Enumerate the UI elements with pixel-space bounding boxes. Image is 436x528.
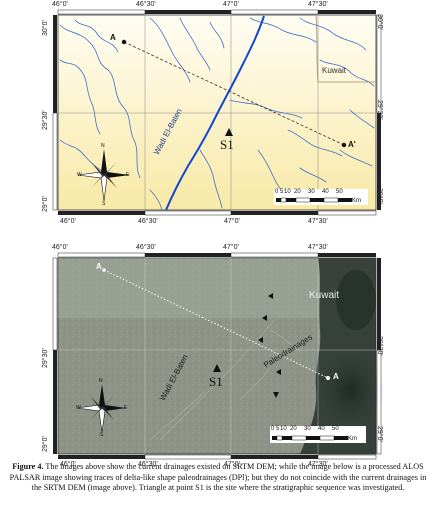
top-lon-label-2: 46°30'	[136, 1, 156, 8]
scale-top-5: 5	[280, 189, 284, 195]
compass-e-top: E	[126, 172, 130, 178]
bottom-lat-label-right-2: 29°0'	[376, 426, 383, 442]
scale-bottom-unit: Km	[348, 436, 357, 442]
profile-line-bottom	[103, 269, 329, 379]
top-lon-label-3: 47°0'	[223, 1, 239, 8]
top-lat-label-1: 30°0'	[42, 20, 49, 36]
bottom-lat-label-2: 29°0'	[42, 436, 49, 452]
scale-top-10: 10	[284, 189, 291, 195]
scale-bar-bottom	[270, 426, 366, 443]
top-map-border-ticks	[52, 9, 382, 216]
bottom-lon-label-bottom-4: 47°30'	[308, 461, 328, 468]
point-a-prime-marker-bottom	[326, 376, 330, 380]
point-a-marker	[121, 39, 127, 45]
kuwait-label-top: Kuwait	[322, 66, 347, 75]
point-a-prime-marker	[341, 142, 347, 148]
scale-bottom-20: 20	[290, 426, 297, 432]
bottom-lon-label-1: 46°0'	[52, 244, 68, 251]
compass-s-bottom: S	[100, 432, 104, 438]
top-lon-label-1: 46°0'	[52, 1, 68, 8]
bottom-lon-label-2: 46°30'	[136, 244, 156, 251]
point-a-marker-bottom	[102, 268, 106, 272]
bottom-lon-label-bottom-1: 46°0'	[60, 461, 76, 468]
top-lon-label-4: 47°30'	[308, 1, 328, 8]
compass-n-top: N	[101, 143, 105, 149]
scale-bottom-0: 0	[271, 426, 275, 432]
wadi-el-baten-channel	[165, 15, 265, 211]
compass-rose-top	[77, 149, 130, 202]
top-lon-label-bottom-3: 47°0'	[224, 218, 240, 225]
compass-e-bottom: E	[124, 405, 128, 411]
scale-bottom-40: 40	[318, 426, 325, 432]
compass-rose-bottom	[77, 384, 126, 433]
point-a-label-bottom: A	[96, 262, 102, 271]
figure-caption-text: The images above show the current draina…	[9, 462, 427, 493]
top-lat-label-right-3: 29°0'	[376, 188, 383, 204]
s1-label-top: S1	[220, 137, 234, 152]
compass-n-bottom: N	[99, 378, 103, 384]
scale-top-30: 30	[308, 189, 315, 195]
figure-caption-label: Figure 4.	[12, 462, 44, 471]
scale-bar-top	[274, 189, 368, 205]
bottom-lon-label-4: 47°30'	[308, 244, 328, 251]
compass-s-top: S	[102, 201, 106, 207]
bottom-map-traces	[149, 319, 301, 441]
bottom-lon-label-bottom-3: 47°0'	[224, 461, 240, 468]
bottom-lon-label-3: 47°0'	[223, 244, 239, 251]
point-a-label-top: A	[110, 33, 116, 42]
s1-triangle-top	[225, 128, 233, 136]
scale-bottom-50: 50	[332, 426, 339, 432]
figure-caption: Figure 4. The images above show the curr…	[6, 462, 430, 494]
scale-top-0: 0	[275, 189, 279, 195]
scale-bottom-5: 5	[276, 426, 280, 432]
top-lat-label-2: 29°30'	[42, 110, 49, 130]
scale-bottom-10: 10	[280, 426, 287, 432]
top-lon-label-bottom-2: 46°30'	[138, 218, 158, 225]
bottom-lat-label-right-1: 29°30'	[376, 336, 383, 356]
top-lon-label-bottom-1: 46°0'	[60, 218, 76, 225]
bottom-map-grid	[58, 258, 376, 454]
scale-top-50: 50	[336, 189, 343, 195]
bottom-lat-label-1: 29°30'	[42, 348, 49, 368]
compass-w-bottom: W	[76, 405, 81, 411]
point-a-prime-label-top: A'	[348, 140, 356, 149]
top-lat-label-right-1: 30°0'	[376, 14, 383, 30]
scale-top-unit: Km	[352, 198, 361, 204]
paleodrainage-arrows	[258, 293, 281, 398]
scale-top-20: 20	[294, 189, 301, 195]
profile-line-top	[123, 41, 345, 146]
compass-w-top: W	[77, 172, 82, 178]
kuwait-label-bottom: Kuwait	[309, 290, 340, 301]
top-lat-label-3: 29°0'	[42, 196, 49, 212]
s1-triangle-bottom	[213, 364, 221, 372]
point-a-prime-label-bottom: A	[333, 372, 339, 381]
bottom-lon-label-bottom-2: 46°30'	[138, 461, 158, 468]
kuwait-border	[315, 15, 376, 83]
top-lat-label-right-2: 29°30'	[376, 100, 383, 120]
top-map-drainages	[59, 17, 375, 211]
scale-top-40: 40	[322, 189, 329, 195]
bottom-map-border-ticks	[52, 252, 382, 460]
scale-bottom-30: 30	[304, 426, 311, 432]
top-lon-label-bottom-4: 47°30'	[308, 218, 328, 225]
s1-label-bottom: S1	[209, 374, 223, 389]
